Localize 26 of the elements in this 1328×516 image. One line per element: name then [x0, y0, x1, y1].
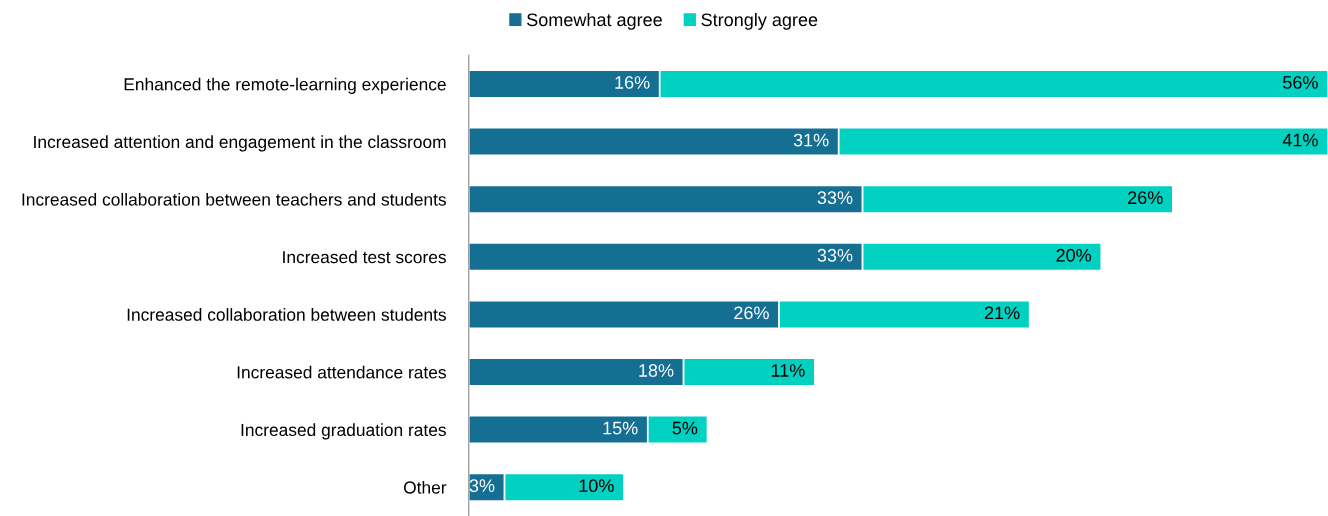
data-label: 15%	[603, 421, 638, 435]
data-label: 31%	[793, 133, 829, 147]
legend-label: Strongly agree	[701, 12, 818, 30]
y-tick-label: Increased test scores	[283, 250, 446, 264]
y-tick-label: Increased collaboration between teachers and students	[22, 192, 446, 206]
y-tick-label: Increased attendance rates	[237, 365, 446, 379]
y-tick-label: Increased attention and engagement in the classroom	[34, 135, 446, 152]
y-tick-label: Increased collaboration between students	[127, 308, 446, 321]
data-label: 3%	[469, 479, 495, 493]
data-label: 41%	[1282, 133, 1318, 147]
data-label: 33%	[817, 191, 853, 205]
y-tick-label: Enhanced the remote-learning experience	[124, 77, 446, 94]
data-label: 18%	[639, 364, 674, 377]
data-label: 33%	[817, 248, 853, 262]
data-label: 20%	[1056, 248, 1092, 262]
data-label: 10%	[579, 479, 614, 493]
legend-label: Somewhat agree	[527, 12, 662, 30]
data-label: 26%	[734, 306, 769, 320]
y-tick-label: Increased graduation rates	[241, 423, 446, 440]
data-label: 11%	[771, 364, 805, 377]
data-label: 16%	[615, 76, 650, 89]
data-label: 21%	[984, 306, 1020, 320]
data-label: 56%	[1283, 76, 1318, 89]
y-tick-label: Other	[403, 480, 447, 494]
data-label: 5%	[672, 421, 698, 435]
data-label: 26%	[1128, 191, 1163, 205]
